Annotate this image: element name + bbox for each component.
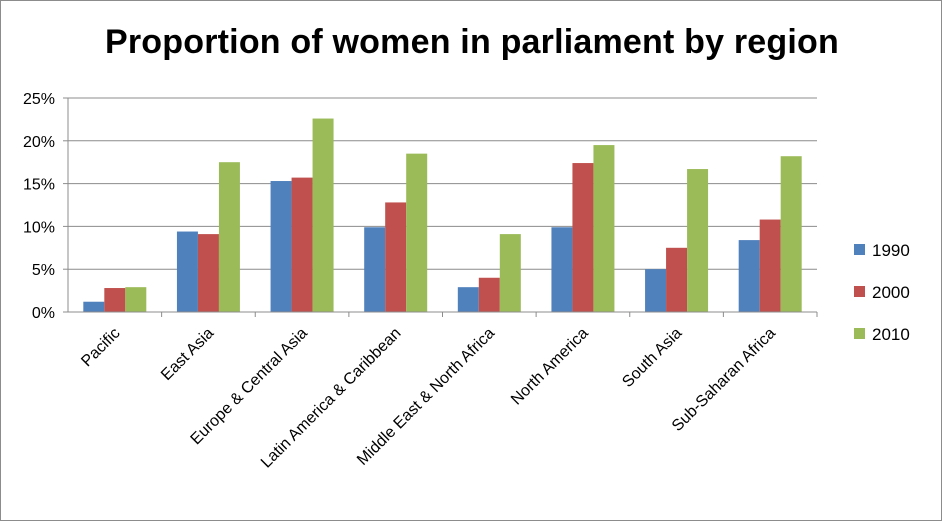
y-tick-label: 5% — [32, 262, 55, 279]
y-tick-label: 0% — [32, 305, 55, 322]
bar-2000 — [572, 163, 594, 312]
bar-2000 — [478, 277, 500, 312]
legend-label-2000: 2000 — [872, 283, 910, 302]
x-tick-label: South Asia — [619, 325, 685, 391]
bar-1990 — [270, 181, 292, 312]
bar-1990 — [176, 231, 198, 312]
legend-swatch-2000 — [854, 286, 865, 297]
x-tick-label: North America — [508, 325, 592, 409]
x-tick-label: Pacific — [78, 325, 123, 370]
bar-2000 — [666, 247, 688, 312]
bar-2010 — [593, 145, 615, 312]
bar-1990 — [364, 227, 386, 312]
bar-2010 — [125, 287, 147, 312]
y-tick-label: 15% — [23, 177, 55, 194]
y-tick-label: 10% — [23, 219, 55, 236]
x-tick-label: Sub-Saharan Africa — [669, 325, 779, 435]
bar-1990 — [457, 287, 479, 312]
chart-title: Proportion of women in parliament by reg… — [105, 23, 839, 61]
legend-label-2010: 2010 — [872, 325, 910, 344]
bar-1990 — [551, 227, 573, 312]
legend-swatch-1990 — [854, 244, 865, 255]
bar-2000 — [291, 177, 313, 312]
x-tick-label: East Asia — [158, 325, 217, 384]
bar-2000 — [759, 219, 781, 312]
y-axis-ticks: 0% 5% 10% 15% 20% 25% — [23, 91, 55, 322]
bar-2010 — [312, 118, 334, 312]
y-tick-label: 25% — [23, 91, 55, 108]
legend: 1990 2000 2010 — [854, 241, 910, 344]
y-tick-label: 20% — [23, 134, 55, 151]
bar-1990 — [645, 269, 667, 312]
bar-2000 — [104, 288, 126, 312]
bar-1990 — [738, 240, 760, 312]
bar-2010 — [218, 162, 240, 312]
bar-2010 — [499, 234, 521, 312]
bar-2010 — [780, 156, 802, 312]
axes — [63, 97, 818, 317]
bars — [83, 118, 802, 312]
legend-swatch-2010 — [854, 328, 865, 339]
bar-2010 — [406, 153, 428, 312]
bar-1990 — [83, 301, 105, 312]
bar-2000 — [385, 202, 407, 312]
bar-2010 — [687, 169, 709, 312]
bar-2000 — [197, 234, 219, 312]
legend-label-1990: 1990 — [872, 241, 910, 260]
